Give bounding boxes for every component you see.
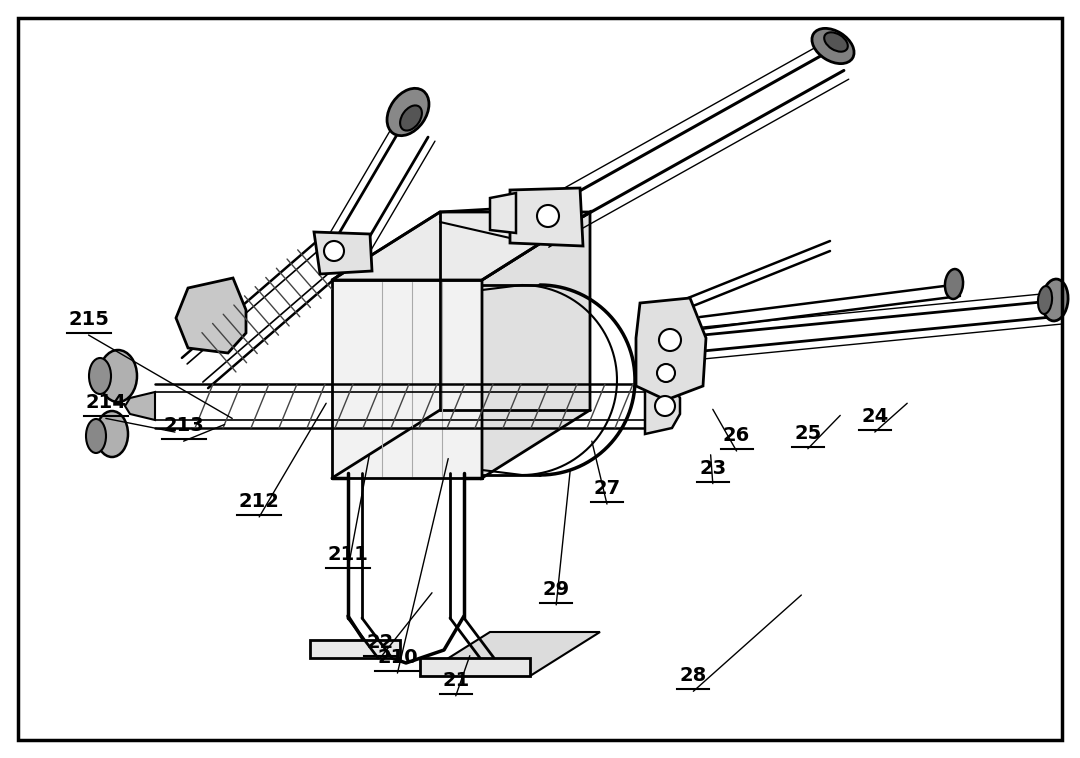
Circle shape [657,364,675,382]
Text: 210: 210 [377,648,418,667]
Polygon shape [482,212,590,478]
Polygon shape [332,280,482,478]
Circle shape [654,396,675,416]
Text: 215: 215 [68,310,109,329]
Polygon shape [645,378,680,434]
Ellipse shape [812,28,854,64]
Text: 22: 22 [366,633,394,652]
Ellipse shape [1038,286,1052,314]
Text: 211: 211 [327,545,368,564]
Ellipse shape [1042,279,1068,321]
Text: 21: 21 [442,671,470,690]
Ellipse shape [945,269,963,299]
Text: 28: 28 [679,666,707,685]
Ellipse shape [96,411,129,457]
Polygon shape [510,188,583,246]
Text: 23: 23 [699,459,727,478]
Text: 213: 213 [163,416,204,435]
Text: 214: 214 [85,393,126,412]
Polygon shape [125,392,156,420]
Polygon shape [490,193,516,233]
Text: 29: 29 [542,580,570,599]
Text: 26: 26 [723,426,751,445]
Polygon shape [420,632,600,676]
Ellipse shape [86,419,106,453]
Text: 212: 212 [239,492,280,511]
Polygon shape [636,298,706,400]
Text: 24: 24 [861,407,889,426]
Polygon shape [332,212,590,280]
Text: 25: 25 [794,424,822,443]
Polygon shape [176,278,246,353]
Ellipse shape [400,105,422,130]
Ellipse shape [387,89,429,136]
Ellipse shape [89,358,111,394]
Circle shape [537,205,559,227]
Circle shape [659,329,681,351]
Text: 27: 27 [593,479,621,498]
Circle shape [324,241,345,261]
Ellipse shape [99,350,137,402]
Polygon shape [310,640,400,658]
Polygon shape [314,232,372,274]
Polygon shape [420,658,530,676]
Ellipse shape [824,33,848,52]
